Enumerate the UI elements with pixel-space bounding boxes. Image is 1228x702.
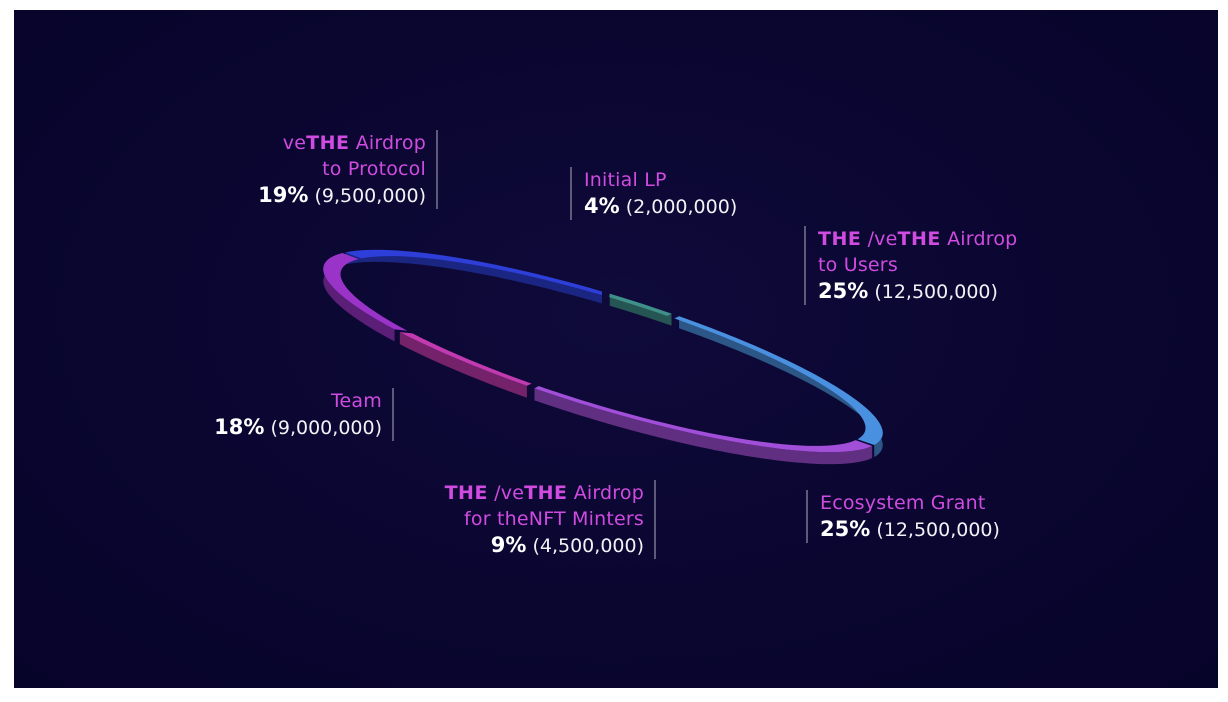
- value-protocol-amount: (9,500,000): [314, 185, 426, 207]
- ring-segment-side-ecosystem-grant: [534, 388, 873, 465]
- label-users-mid: /ve: [861, 228, 898, 250]
- label-ecosystem-name: Ecosystem Grant: [820, 492, 986, 514]
- label-team: Team 18% (9,000,000): [214, 388, 394, 441]
- value-protocol-percent: 19%: [258, 183, 309, 207]
- label-protocol-pre: ve: [282, 132, 307, 154]
- value-team-percent: 18%: [214, 415, 265, 439]
- label-users-ticker2: THE: [897, 228, 941, 250]
- label-minters-mid: /ve: [487, 482, 525, 504]
- label-users-post: Airdrop: [940, 228, 1018, 250]
- value-ecosystem-amount: (12,500,000): [876, 519, 1000, 541]
- ring-segment-the-vethe-airdrop-for-thenft-minters: [399, 332, 532, 386]
- label-minters-airdrop: THE /veTHE Airdrop for theNFT Minters 9%…: [445, 480, 656, 559]
- label-ecosystem-grant: Ecosystem Grant 25% (12,500,000): [806, 490, 1000, 543]
- value-users-percent: 25%: [818, 279, 869, 303]
- value-users-amount: (12,500,000): [874, 281, 998, 303]
- ring-segment-ecosystem-grant: [534, 386, 873, 453]
- ring-segment-initial-lp: [609, 293, 672, 316]
- label-minters-ticker1: THE: [444, 482, 488, 504]
- label-minters-ticker2: THE: [524, 482, 568, 504]
- label-protocol-line2: to Protocol: [322, 158, 426, 180]
- ring-segment-side-the-vethe-airdrop-for-thenft-minters: [399, 332, 527, 398]
- label-protocol-ticker: THE: [306, 132, 350, 154]
- chart-panel: veTHE Airdrop to Protocol 19% (9,500,000…: [14, 10, 1218, 688]
- ring-segment-side-vethe-airdrop-to-protocol: [345, 249, 602, 304]
- label-team-name: Team: [330, 390, 382, 412]
- value-initial-lp-percent: 4%: [584, 194, 620, 218]
- value-team-amount: (9,000,000): [270, 417, 382, 439]
- value-minters-amount: (4,500,000): [532, 535, 644, 557]
- token-allocation-ring: [323, 249, 883, 465]
- label-users-airdrop: THE /veTHE Airdrop to Users 25% (12,500,…: [804, 226, 1017, 305]
- ring-segment-team: [323, 253, 408, 331]
- ring-segment-side-the-vethe-airdrop-to-users: [679, 316, 883, 458]
- value-ecosystem-percent: 25%: [820, 517, 871, 541]
- value-minters-percent: 9%: [490, 533, 527, 557]
- label-minters-line2: for theNFT Minters: [464, 508, 644, 530]
- label-initial-lp-name: Initial LP: [584, 169, 667, 191]
- value-initial-lp-amount: (2,000,000): [625, 196, 738, 218]
- ring-segment-vethe-airdrop-to-protocol: [345, 249, 602, 296]
- label-protocol-post: Airdrop: [349, 132, 426, 154]
- label-protocol-airdrop: veTHE Airdrop to Protocol 19% (9,500,000…: [258, 130, 438, 209]
- label-minters-post: Airdrop: [567, 482, 644, 504]
- label-users-ticker1: THE: [818, 228, 862, 250]
- label-users-line2: to Users: [818, 254, 898, 276]
- label-initial-lp: Initial LP 4% (2,000,000): [570, 167, 737, 220]
